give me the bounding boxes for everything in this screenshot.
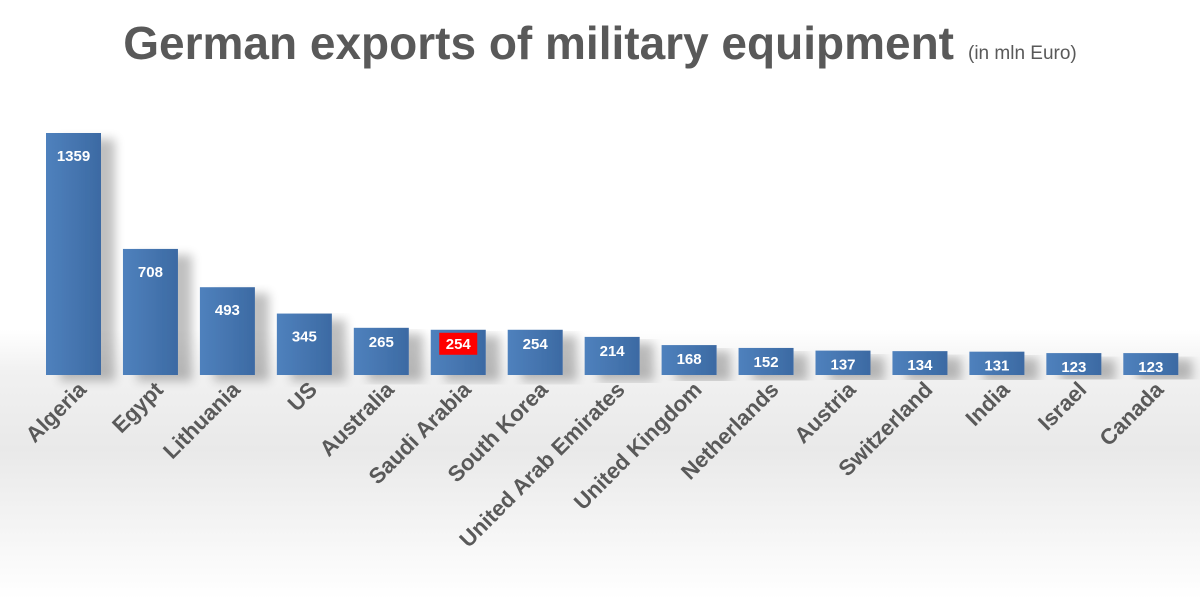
chart-subtitle: (in mln Euro) [968,43,1077,64]
x-tick-label: Algeria [21,376,92,447]
bar-united-arab-emirates [584,336,640,375]
value-label: 708 [138,264,163,281]
value-label: 168 [677,351,702,368]
bar-netherlands [738,347,794,375]
value-label: 152 [754,354,779,371]
value-label: 254 [446,336,472,353]
bar-egypt [122,248,178,375]
bar-us [276,313,332,375]
value-label: 254 [523,336,549,353]
bar-united-kingdom [661,345,717,375]
value-label: 123 [1061,359,1086,376]
x-tick-label: Lithuania [158,376,245,463]
value-label: 131 [984,358,1009,375]
value-label: 345 [292,329,317,346]
bar-australia [353,327,409,375]
bar-algeria [46,133,101,375]
x-tick-label: US [283,377,322,416]
value-label: 265 [369,334,394,351]
value-label: 134 [907,357,933,374]
x-tick-label: Austria [789,376,861,448]
bar-south-korea [507,329,563,375]
value-label: 214 [600,343,626,360]
bar-lithuania [199,287,255,375]
x-tick-label: Egypt [107,376,168,437]
bar-india [969,351,1025,375]
chart-title-text: German exports of military equipment [123,17,954,69]
value-label: 137 [830,357,855,374]
bar-canada [1123,353,1179,375]
highlight-label-box [439,332,478,355]
x-tick-label: Canada [1094,376,1168,450]
value-label: 123 [1138,359,1163,376]
x-tick-label: United Kingdom [569,377,707,515]
x-tick-label: India [960,376,1015,431]
bar-austria [815,350,871,375]
bar-israel [1046,353,1102,375]
value-label: 1359 [57,148,90,165]
x-tick-label: Israel [1033,377,1091,435]
chart-title: German exports of military equipment (in … [0,16,1200,70]
bar-switzerland [892,351,948,375]
value-label: 493 [215,302,240,319]
